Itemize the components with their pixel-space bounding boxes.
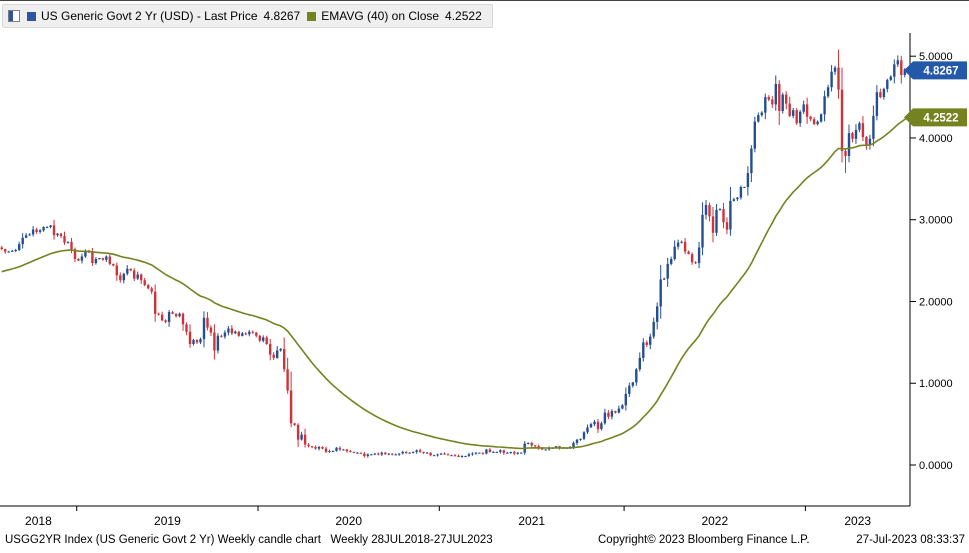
x-year-label: 2023 (844, 514, 871, 528)
y-tick-label: 2.0000 (919, 296, 953, 308)
emavg-series-value: 4.2522 (445, 9, 482, 23)
copyright-text: Copyright© 2023 Bloomberg Finance L.P. (598, 534, 810, 546)
last-price-series-value: 4.8267 (263, 9, 301, 23)
y-tick-label: 5.0000 (919, 51, 953, 63)
x-year-label: 2021 (518, 514, 545, 528)
y-tick-label: 4.0000 (919, 133, 953, 145)
y-tick-label: 0.0000 (919, 460, 953, 472)
price-badge: 4.2522 (904, 108, 967, 127)
chart-panel-icon[interactable] (8, 10, 20, 22)
x-year-label: 2020 (335, 514, 362, 528)
timestamp: 27-Jul-2023 08:33:37 (856, 534, 965, 546)
price-badge: 4.8267 (904, 61, 967, 80)
y-tick-label: 3.0000 (919, 215, 953, 227)
x-year-label: 2022 (701, 514, 728, 528)
x-year-label: 2018 (25, 514, 52, 528)
footer-bar: USGG2YR Index (US Generic Govt 2 Yr) Wee… (0, 534, 969, 550)
ema-line (1, 116, 909, 450)
candles (0, 49, 910, 458)
svg-text:4.8267: 4.8267 (923, 65, 958, 77)
y-tick-label: 1.0000 (919, 378, 953, 390)
svg-text:4.2522: 4.2522 (923, 112, 958, 124)
last-price-series-label: US Generic Govt 2 Yr (USD) - Last Price (41, 9, 258, 23)
x-year-label: 2019 (154, 514, 181, 528)
chart-panel-icon-pane (9, 11, 13, 21)
last-price-swatch (27, 11, 36, 21)
emavg-series-label: EMAVG (40) on Close (321, 9, 440, 23)
emavg-swatch (307, 11, 317, 21)
legend-item-emavg[interactable]: EMAVG (40) on Close 4.2522 (307, 9, 482, 23)
legend-bar: US Generic Govt 2 Yr (USD) - Last Price … (2, 4, 493, 28)
chart-description: USGG2YR Index (US Generic Govt 2 Yr) Wee… (5, 534, 493, 546)
legend-item-last-price[interactable]: US Generic Govt 2 Yr (USD) - Last Price … (27, 9, 300, 23)
